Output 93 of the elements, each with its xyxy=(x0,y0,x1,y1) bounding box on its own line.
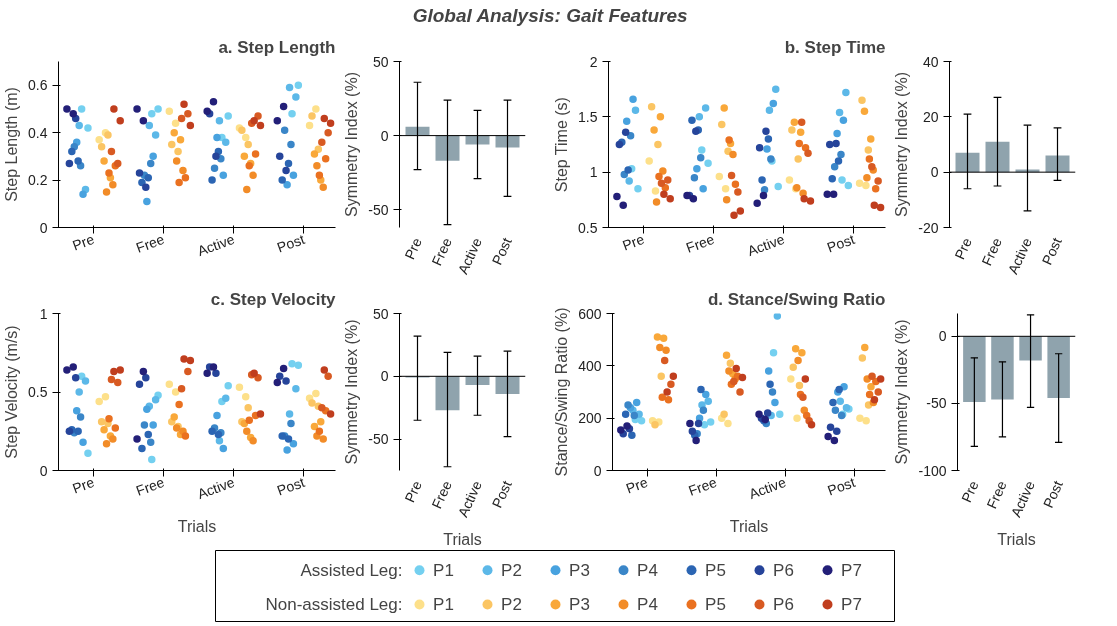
x-tick-label: Active xyxy=(454,478,485,520)
x-tick-label: Free xyxy=(983,478,1010,512)
y-tick-label: 20 xyxy=(922,108,939,125)
legend-label: P3 xyxy=(569,560,590,580)
x-tick-label: Post xyxy=(824,230,857,256)
x-axis-title: Trials xyxy=(177,517,217,535)
y-tick-label: 0 xyxy=(593,462,602,479)
x-tick-label: Active xyxy=(195,473,237,503)
y-tick-label: 0.4 xyxy=(28,124,48,141)
chart-title: c. Step Velocity xyxy=(210,289,337,309)
legend-label: P4 xyxy=(637,560,658,580)
y-tick-label: -20 xyxy=(918,219,939,236)
x-axis-title: Trials xyxy=(443,530,482,548)
legend-label: P4 xyxy=(637,595,658,614)
x-tick-label: Active xyxy=(746,473,789,503)
legend-label: P6 xyxy=(773,595,794,614)
y-tick-label: 1 xyxy=(39,305,48,322)
x-tick-label: Active xyxy=(1004,235,1035,277)
x-tick-label: Free xyxy=(133,230,167,256)
y-axis-title: Symmetry Index (%) xyxy=(893,319,911,465)
y-tick-label: -50 xyxy=(368,431,389,448)
x-tick-label: Pre xyxy=(70,230,97,254)
x-tick-label: Post xyxy=(825,473,858,499)
y-axis-title: Symmetry Index (%) xyxy=(343,319,361,465)
y-tick-label: -50 xyxy=(368,201,389,218)
y-tick-label: 0 xyxy=(380,127,389,144)
x-tick-label: Active xyxy=(745,230,787,260)
y-tick-label: 0 xyxy=(39,462,48,479)
x-tick-label: Post xyxy=(488,235,515,268)
x-axis-title: Trials xyxy=(729,517,769,535)
y-tick-label: 50 xyxy=(372,305,389,322)
y-tick-label: 0.5 xyxy=(28,384,48,400)
x-tick-label: Free xyxy=(686,473,720,499)
legend-label: P7 xyxy=(841,595,862,614)
legend-label: P1 xyxy=(433,560,454,580)
legend-label: P5 xyxy=(705,595,726,614)
y-tick-label: 0.2 xyxy=(28,172,48,189)
legend-label: P5 xyxy=(705,560,726,580)
x-tick-label: Post xyxy=(274,230,307,256)
x-tick-label: Free xyxy=(428,478,455,512)
y-tick-label: 0.5 xyxy=(578,219,598,236)
x-tick-label: Post xyxy=(1039,478,1066,511)
y-axis-title: Step Length (m) xyxy=(3,87,21,202)
y-axis-title: Stance/Swing Ratio (%) xyxy=(553,307,571,477)
y-tick-label: -50 xyxy=(926,395,947,412)
x-tick-label: Post xyxy=(274,473,307,499)
x-tick-label: Post xyxy=(1038,235,1065,268)
x-tick-label: Pre xyxy=(623,473,650,497)
x-tick-label: Pre xyxy=(620,230,647,254)
y-tick-label: 0.6 xyxy=(28,77,48,94)
y-tick-label: 0 xyxy=(380,368,389,385)
legend-label: P2 xyxy=(501,595,522,614)
legend-label: P7 xyxy=(841,560,862,580)
y-tick-label: 0 xyxy=(938,328,947,345)
y-axis-title: Symmetry Index (%) xyxy=(343,72,361,217)
y-axis-title: Step Velocity (m/s) xyxy=(3,325,21,459)
y-tick-label: 1 xyxy=(589,164,598,181)
x-tick-label: Active xyxy=(195,230,237,260)
chart-title: d. Stance/Swing Ratio xyxy=(707,289,886,309)
y-tick-label: -100 xyxy=(918,462,947,479)
x-tick-label: Free xyxy=(683,230,717,256)
x-tick-label: Pre xyxy=(958,478,982,505)
y-tick-label: 50 xyxy=(372,53,389,70)
x-tick-label: Pre xyxy=(70,473,97,497)
y-tick-label: 40 xyxy=(922,53,939,70)
legend-label: P6 xyxy=(773,560,794,580)
y-tick-label: 400 xyxy=(578,357,602,374)
legend-label: P2 xyxy=(501,560,522,580)
x-tick-label: Active xyxy=(1007,478,1038,520)
y-tick-label: 0 xyxy=(930,164,939,181)
chart-title: a. Step Length xyxy=(218,37,336,57)
legend-label: P3 xyxy=(569,595,590,614)
x-tick-label: Pre xyxy=(401,478,425,505)
y-tick-label: 600 xyxy=(578,305,602,322)
text: Global Analysis: Gait Features xyxy=(412,5,688,26)
y-axis-title: Symmetry Index (%) xyxy=(893,72,911,217)
x-tick-label: Free xyxy=(978,235,1005,269)
legend-label: P1 xyxy=(433,595,454,614)
y-axis-title: Step Time (s) xyxy=(553,97,571,193)
x-axis-title: Trials xyxy=(997,530,1036,548)
text: Assisted Leg: xyxy=(300,560,403,580)
chart-title: b. Step Time xyxy=(784,37,886,57)
y-tick-label: 200 xyxy=(578,410,602,427)
text: Non-assisted Leg: xyxy=(265,595,403,614)
x-tick-label: Free xyxy=(133,473,167,499)
x-tick-label: Pre xyxy=(951,235,975,262)
x-tick-label: Post xyxy=(488,478,515,511)
x-tick-label: Free xyxy=(428,235,455,269)
x-tick-label: Pre xyxy=(401,235,425,262)
y-tick-label: 0 xyxy=(39,219,48,236)
y-tick-label: 1.5 xyxy=(578,108,598,125)
x-tick-label: Active xyxy=(454,235,485,277)
y-tick-label: 2 xyxy=(589,53,598,70)
